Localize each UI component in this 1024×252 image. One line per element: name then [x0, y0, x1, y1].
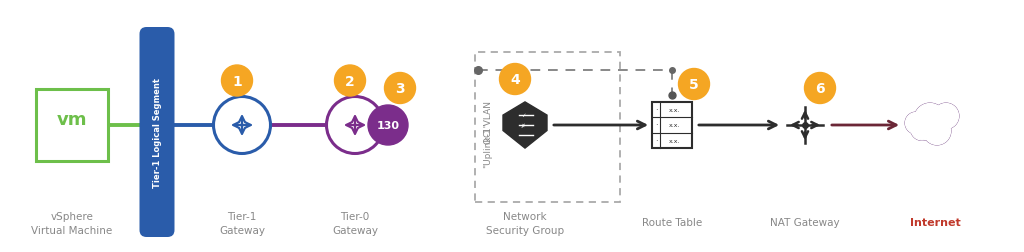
Circle shape: [213, 97, 270, 154]
Circle shape: [500, 64, 530, 95]
Circle shape: [384, 73, 416, 104]
Text: OCI VLAN: OCI VLAN: [483, 101, 493, 144]
Text: –: –: [521, 133, 524, 138]
Text: vm: vm: [56, 111, 87, 129]
Text: 4: 4: [510, 73, 520, 87]
Text: Gateway: Gateway: [219, 225, 265, 235]
Circle shape: [679, 69, 710, 100]
Text: Network: Network: [503, 211, 547, 221]
Text: ✗: ✗: [520, 123, 525, 128]
Circle shape: [934, 104, 958, 129]
Text: ·: ·: [654, 106, 657, 115]
FancyBboxPatch shape: [36, 90, 108, 161]
Text: Security Group: Security Group: [486, 225, 564, 235]
Circle shape: [911, 118, 933, 140]
Circle shape: [805, 73, 836, 104]
Circle shape: [221, 66, 253, 97]
Text: "Uplink-1": "Uplink-1": [483, 122, 493, 167]
Text: 2: 2: [345, 74, 355, 88]
Text: Virtual Machine: Virtual Machine: [32, 225, 113, 235]
Circle shape: [924, 118, 950, 145]
Polygon shape: [503, 103, 547, 148]
Text: Tier-0: Tier-0: [340, 211, 370, 221]
Circle shape: [905, 113, 927, 134]
Circle shape: [368, 106, 408, 145]
Circle shape: [335, 66, 366, 97]
Text: 3: 3: [395, 82, 404, 96]
Text: x.x.: x.x.: [670, 123, 681, 128]
FancyBboxPatch shape: [652, 103, 692, 148]
Text: NAT Gateway: NAT Gateway: [770, 217, 840, 227]
Text: ✓: ✓: [520, 113, 525, 118]
Text: vSphere: vSphere: [50, 211, 93, 221]
Text: ·: ·: [654, 121, 657, 130]
Circle shape: [327, 97, 384, 154]
Text: ·: ·: [654, 136, 657, 145]
Text: 5: 5: [689, 78, 698, 92]
Text: 1: 1: [232, 74, 242, 88]
Text: 130: 130: [377, 120, 399, 131]
Text: Tier-1 Logical Segment: Tier-1 Logical Segment: [153, 78, 162, 187]
Circle shape: [914, 104, 945, 135]
Text: x.x.: x.x.: [670, 108, 681, 113]
Text: Route Table: Route Table: [642, 217, 702, 227]
FancyBboxPatch shape: [139, 28, 174, 237]
Text: Gateway: Gateway: [332, 225, 378, 235]
Text: Internet: Internet: [909, 217, 961, 227]
Text: 6: 6: [815, 82, 824, 96]
Text: Tier-1: Tier-1: [227, 211, 257, 221]
Text: x.x.: x.x.: [670, 138, 681, 143]
